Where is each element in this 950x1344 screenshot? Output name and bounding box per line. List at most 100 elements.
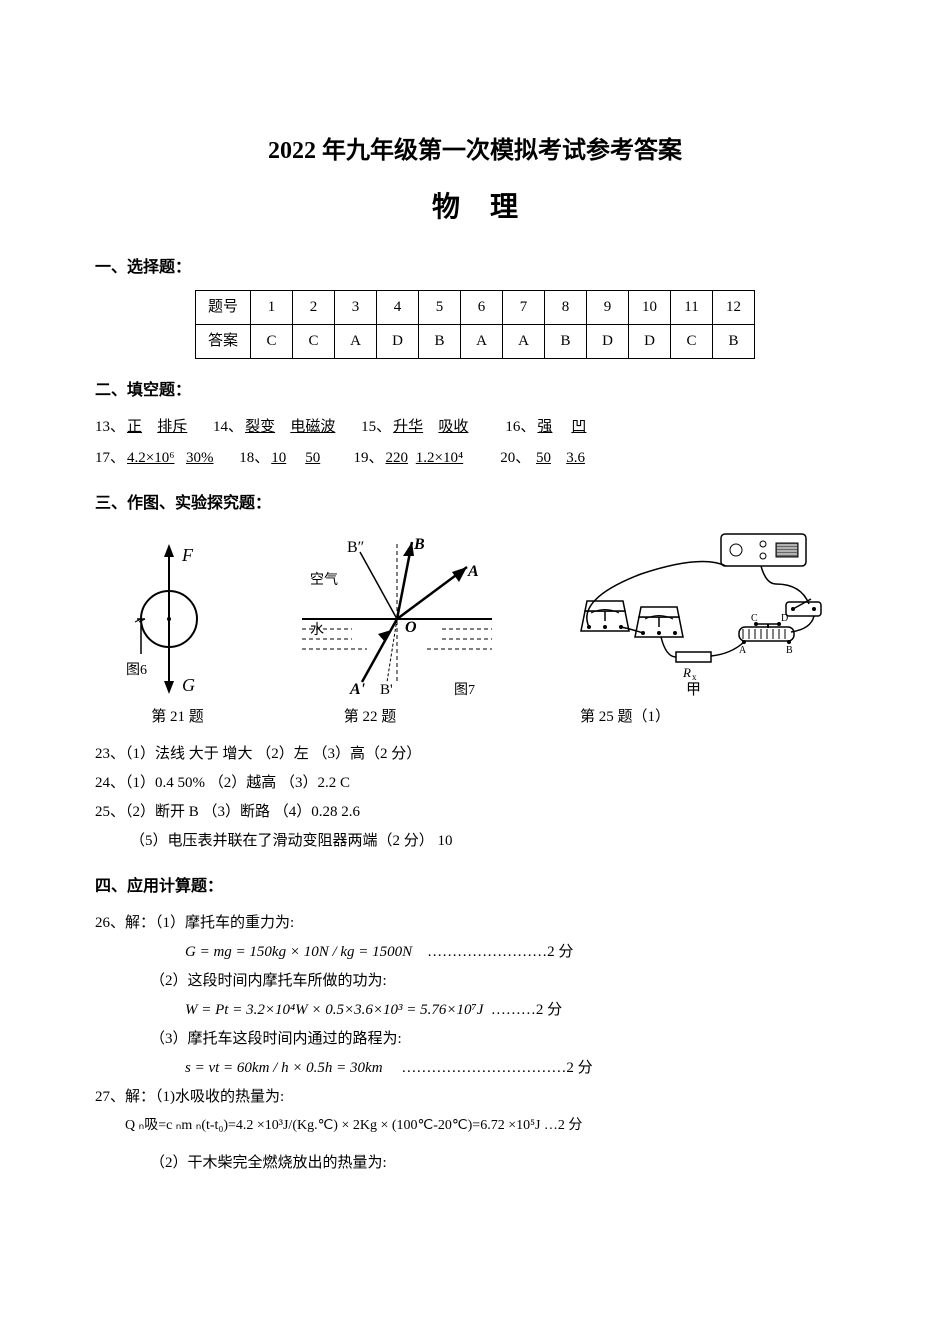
blank: 正: [125, 419, 144, 435]
q-num: 18、: [239, 450, 269, 466]
answer-table: 题号 1 2 3 4 5 6 7 8 9 10 11 12 答案 C C A D…: [195, 290, 755, 359]
caption-row: 第 21 题 第 22 题 第 25 题（1）: [95, 704, 855, 731]
svg-text:空气: 空气: [310, 572, 338, 588]
cell: 9: [587, 291, 629, 325]
svg-text:A': A': [349, 681, 366, 698]
blank: 排斥: [155, 419, 189, 435]
blank: 凹: [569, 419, 588, 435]
table-row: 题号 1 2 3 4 5 6 7 8 9 10 11 12: [195, 291, 754, 325]
svg-text:B: B: [413, 536, 425, 553]
q26-eq1: G = mg = 150kg × 10N / kg = 1500N …………………: [95, 939, 855, 966]
dots: ………2 分: [491, 1002, 562, 1018]
figures-row: F G 图6 B B: [95, 529, 855, 699]
q27-intro: 27、解：（1)水吸收的热量为:: [95, 1084, 855, 1111]
q-num: 19、: [353, 450, 383, 466]
caption-1: 第 21 题: [95, 704, 260, 731]
q26-p3: （3）摩托车这段时间内通过的路程为:: [95, 1026, 855, 1053]
section1-header: 一、选择题：: [95, 254, 855, 283]
fill-row-2: 17、4.2×10⁶ 30% 18、10 50 19、220 1.2×10⁴ 2…: [95, 445, 855, 472]
q24: 24、（1）0.4 50% （2）越高 （3）2.2 C: [95, 770, 855, 797]
main-title: 2022 年九年级第一次模拟考试参考答案: [95, 130, 855, 173]
q26-eq3: s = vt = 60km / h × 0.5h = 30km ………………………: [95, 1055, 855, 1082]
cell: 2: [293, 291, 335, 325]
cell: 10: [629, 291, 671, 325]
cell: B: [419, 325, 461, 359]
svg-text:B: B: [786, 645, 793, 656]
blank: 3.6: [564, 450, 587, 466]
svg-text:x: x: [692, 672, 697, 682]
blank: 220: [384, 450, 411, 466]
q25b: （5）电压表并联在了滑动变阻器两端（2 分） 10: [95, 828, 855, 855]
cell: C: [671, 325, 713, 359]
svg-text:R: R: [682, 665, 691, 680]
label-img6: 图6: [126, 663, 147, 678]
q-num: 13、: [95, 419, 125, 435]
svg-text:B': B': [380, 682, 393, 698]
cell: 3: [335, 291, 377, 325]
svg-text:A: A: [739, 645, 747, 656]
blank: 10: [269, 450, 288, 466]
svg-text:图7: 图7: [454, 683, 475, 698]
q-num: 15、: [361, 419, 391, 435]
cell: 8: [545, 291, 587, 325]
cell: 5: [419, 291, 461, 325]
svg-text:C: C: [751, 613, 758, 624]
dots: ……………………………2 分: [401, 1060, 592, 1076]
subtitle: 物理: [95, 183, 855, 233]
row-label: 题号: [195, 291, 250, 325]
formula: G = mg = 150kg × 10N / kg = 1500N: [185, 944, 412, 960]
blank: 电磁波: [288, 419, 337, 435]
figure-21: F G 图6: [124, 539, 234, 699]
formula: W = Pt = 3.2×10⁴W × 0.5×3.6×10³ = 5.76×1…: [185, 1002, 483, 1018]
q-num: 14、: [213, 419, 243, 435]
svg-text:水: 水: [310, 622, 324, 638]
cell: 4: [377, 291, 419, 325]
blank: 升华: [391, 419, 425, 435]
section2-header: 二、填空题：: [95, 377, 855, 406]
blank: 强: [535, 419, 554, 435]
q26-p2: （2）这段时间内摩托车所做的功为:: [95, 968, 855, 995]
fill-row-1: 13、正 排斥 14、裂变 电磁波 15、升华 吸收 16、强 凹: [95, 414, 855, 441]
section3-header: 三、作图、实验探究题：: [95, 490, 855, 519]
blank: 4.2×10⁶: [125, 450, 176, 466]
cell: A: [461, 325, 503, 359]
blank: 吸收: [436, 419, 470, 435]
cell: 12: [713, 291, 755, 325]
q25a: 25、（2）断开 B （3）断路 （4）0.28 2.6: [95, 799, 855, 826]
svg-text:O: O: [405, 619, 417, 636]
figure-22: B B″ A O A' B' 空气 水 图7: [292, 534, 502, 699]
cell: 6: [461, 291, 503, 325]
cell: A: [335, 325, 377, 359]
table-row: 答案 C C A D B A A B D D C B: [195, 325, 754, 359]
cell: D: [587, 325, 629, 359]
blank: 50: [303, 450, 322, 466]
q26-intro: 26、解：（1）摩托车的重力为:: [95, 910, 855, 937]
blank: 30%: [184, 450, 216, 466]
caption-3: 第 25 题（1）: [480, 704, 770, 731]
cell: C: [293, 325, 335, 359]
label-g: G: [182, 675, 195, 695]
blank: 50: [534, 450, 553, 466]
q-num: 17、: [95, 450, 125, 466]
cell: 1: [251, 291, 293, 325]
cell: B: [545, 325, 587, 359]
cell: 11: [671, 291, 713, 325]
svg-text:B″: B″: [347, 539, 364, 556]
q27-eq: Q ₙ吸=c ₙm ₙ(t-t₀)=4.2 ×10³J/(Kg.℃) × 2Kg…: [95, 1113, 855, 1138]
cell: B: [713, 325, 755, 359]
formula: s = vt = 60km / h × 0.5h = 30km: [185, 1060, 383, 1076]
q23: 23、（1）法线 大于 增大 （2）左 （3）高（2 分）: [95, 741, 855, 768]
cell: D: [377, 325, 419, 359]
cell: D: [629, 325, 671, 359]
q26-eq2: W = Pt = 3.2×10⁴W × 0.5×3.6×10³ = 5.76×1…: [95, 997, 855, 1024]
cell: 7: [503, 291, 545, 325]
cell: A: [503, 325, 545, 359]
dots: ……………………2 分: [427, 944, 573, 960]
svg-text:甲: 甲: [686, 682, 701, 698]
q-num: 16、: [505, 419, 535, 435]
figure-25: C D A B Rx: [561, 529, 826, 699]
label-f: F: [181, 545, 194, 565]
blank: 裂变: [243, 419, 277, 435]
blank: 1.2×10⁴: [414, 450, 465, 466]
section4-header: 四、应用计算题：: [95, 873, 855, 902]
